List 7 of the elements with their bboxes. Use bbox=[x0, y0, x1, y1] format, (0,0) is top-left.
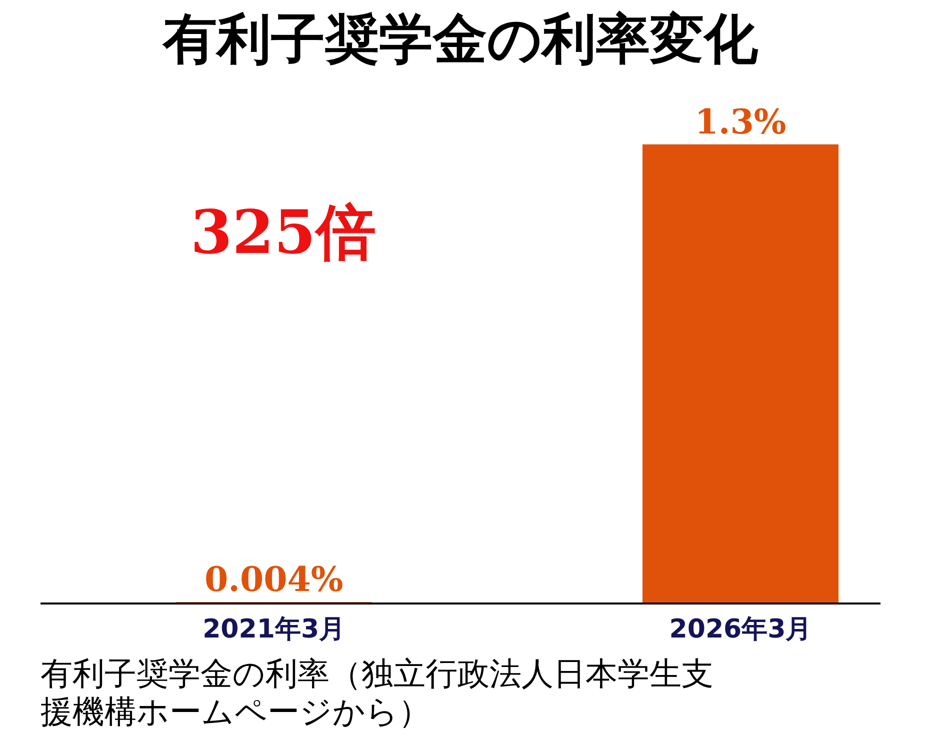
chart-title: 有利子奨学金の利率変化 bbox=[162, 8, 759, 70]
data-label: 1.3% bbox=[694, 102, 786, 142]
annotation: 325倍 bbox=[190, 198, 376, 268]
data-label: 0.004% bbox=[204, 560, 344, 600]
text: 有利子奨学金の利率（独立行政法人日本学生支援機構ホームページから） bbox=[40, 654, 714, 730]
x-tick-label: 2026年3月 bbox=[669, 614, 812, 644]
x-tick-label: 2021年3月 bbox=[202, 614, 346, 644]
